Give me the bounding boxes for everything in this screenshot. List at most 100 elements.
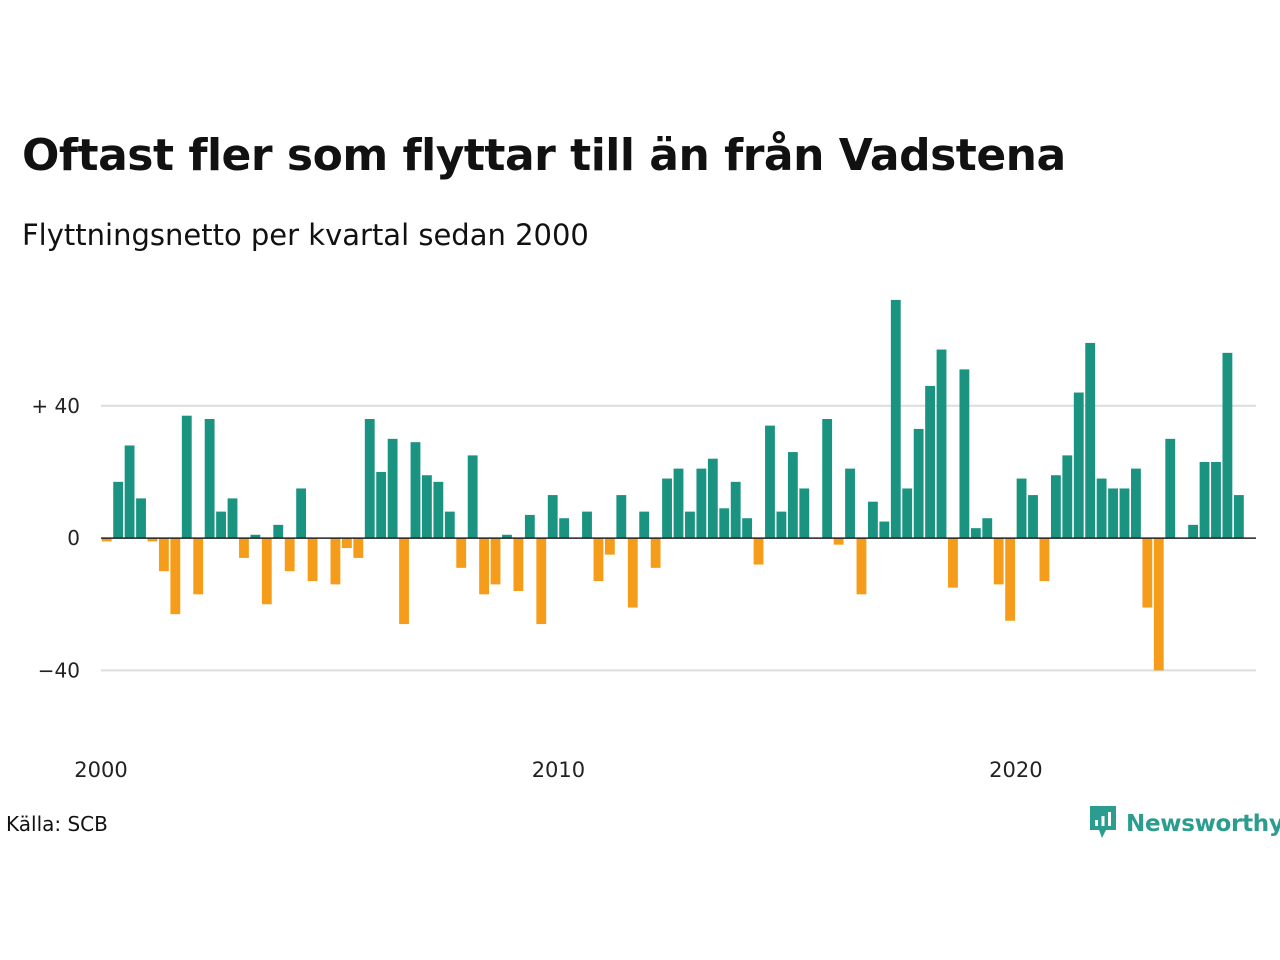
bar — [170, 538, 181, 615]
bar — [639, 511, 650, 539]
bar — [1039, 538, 1050, 582]
bar — [1062, 455, 1073, 539]
bar — [502, 534, 512, 539]
bar — [239, 538, 249, 558]
bar — [1119, 488, 1130, 539]
bar — [787, 452, 798, 539]
y-tick-label: −40 — [38, 658, 80, 682]
bar — [662, 478, 672, 539]
bar — [1165, 438, 1176, 539]
x-tick-label: 2020 — [989, 758, 1042, 782]
bar — [193, 538, 204, 595]
bar — [1028, 495, 1038, 539]
bar — [948, 538, 958, 588]
bar — [1222, 352, 1233, 539]
bar — [479, 538, 490, 595]
bar — [890, 299, 901, 539]
bar — [1005, 538, 1016, 621]
bar — [273, 524, 284, 539]
bar — [547, 495, 558, 539]
bar — [582, 511, 592, 539]
bar — [719, 508, 730, 539]
bar — [925, 385, 936, 539]
bar — [1050, 475, 1061, 539]
newsworthy-chart-icon — [1088, 804, 1118, 844]
bar — [330, 538, 341, 585]
bar — [559, 518, 570, 539]
bar — [444, 511, 455, 539]
bar — [1142, 538, 1153, 608]
source-label: Källa: SCB — [6, 812, 108, 836]
bar — [799, 488, 810, 539]
bar — [1016, 478, 1027, 539]
bar — [467, 455, 478, 539]
bar — [399, 538, 409, 625]
bar — [1085, 342, 1096, 539]
bar — [1108, 488, 1118, 539]
bar — [296, 488, 307, 539]
bar — [685, 511, 695, 539]
bar — [433, 481, 444, 539]
bar — [158, 538, 169, 572]
bar — [250, 534, 261, 539]
chart-subtitle: Flyttningsnetto per kvartal sedan 2000 — [22, 218, 589, 252]
bar — [490, 538, 501, 585]
bar — [604, 538, 615, 555]
bar — [456, 538, 467, 568]
bar — [1096, 478, 1107, 539]
bar — [421, 475, 432, 539]
bar — [307, 538, 318, 582]
bar — [707, 458, 718, 539]
bar — [696, 468, 707, 539]
bar — [845, 468, 855, 539]
bar — [970, 528, 981, 539]
bar — [216, 511, 226, 539]
bar — [1131, 468, 1141, 539]
bar — [822, 419, 833, 539]
bar — [936, 349, 947, 539]
grid-lines — [101, 404, 1256, 672]
bar — [1153, 538, 1164, 671]
bar — [616, 495, 627, 539]
bar — [959, 369, 970, 539]
bars — [101, 299, 1244, 671]
bar — [627, 538, 638, 608]
bar-chart: + 40 0 −40 2000 2010 2020 — [31, 299, 1256, 782]
bar — [284, 538, 295, 572]
bar — [341, 538, 352, 548]
bar — [136, 498, 146, 539]
axes: + 40 0 −40 2000 2010 2020 — [31, 394, 1256, 782]
bar — [1233, 495, 1244, 539]
y-tick-label: + 40 — [31, 394, 80, 418]
bar — [742, 518, 753, 539]
bar — [879, 521, 890, 539]
bar — [513, 538, 524, 591]
bar — [113, 481, 124, 539]
bar — [1199, 462, 1210, 539]
bar — [101, 538, 112, 542]
bar — [650, 538, 661, 568]
bar — [776, 511, 787, 539]
bar — [982, 518, 993, 539]
bar — [902, 488, 913, 539]
bar — [1211, 462, 1221, 539]
bar — [593, 538, 604, 582]
bar — [536, 538, 547, 625]
bar — [353, 538, 364, 558]
x-tick-label: 2000 — [74, 758, 127, 782]
x-tick-label: 2010 — [532, 758, 585, 782]
bar — [204, 419, 215, 539]
bar — [124, 445, 135, 539]
bar — [1073, 392, 1084, 539]
bar — [913, 428, 924, 539]
bar — [387, 438, 398, 539]
bar — [364, 419, 375, 539]
bar — [753, 538, 764, 565]
bar — [376, 471, 387, 539]
bar — [673, 468, 684, 539]
bar — [410, 442, 421, 539]
bar — [181, 415, 192, 539]
bar — [993, 538, 1004, 585]
bar — [867, 501, 878, 539]
bar — [833, 538, 844, 545]
